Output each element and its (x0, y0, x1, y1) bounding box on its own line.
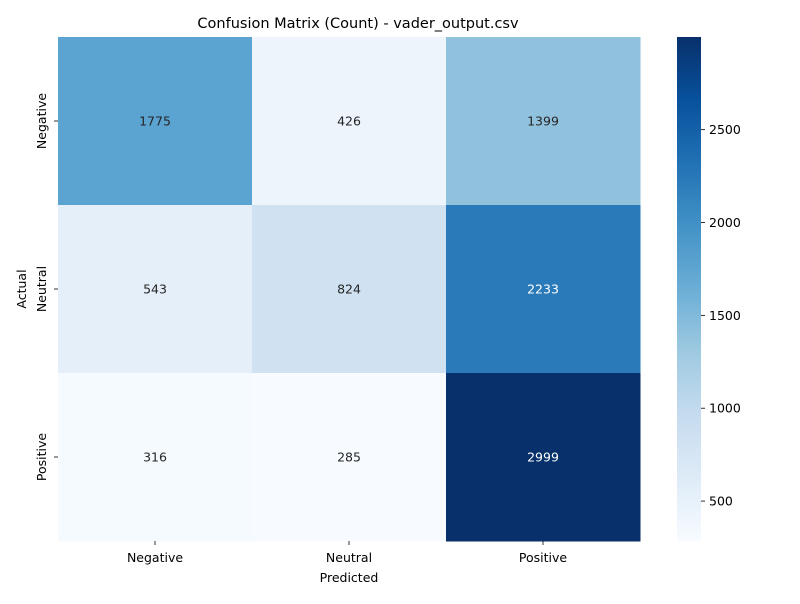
colorbar-tick-label: 2500 (709, 122, 741, 137)
heatmap-cell (58, 205, 253, 374)
x-tick-label: Neutral (326, 550, 372, 565)
cell-value-label: 543 (143, 282, 167, 297)
y-tick-label: Negative (34, 93, 49, 149)
cell-value-label: 426 (337, 114, 361, 129)
heatmap-cells (58, 37, 641, 542)
cell-value-label: 2999 (527, 450, 559, 465)
colorbar-tick-label: 2000 (709, 215, 741, 230)
x-axis: Negative Neutral Positive (127, 541, 567, 565)
heatmap-cell-labels: 1775 426 1399 543 824 2233 316 285 2999 (139, 114, 559, 465)
heatmap-cell (446, 373, 641, 542)
cell-value-label: 824 (337, 282, 361, 297)
colorbar-tick-label: 1000 (709, 401, 741, 416)
colorbar: 500 1000 1500 2000 2500 (677, 37, 741, 541)
cell-value-label: 285 (337, 450, 361, 465)
y-tick-label: Neutral (34, 266, 49, 312)
y-axis: Negative Neutral Positive (34, 93, 58, 481)
heatmap-cell (446, 205, 641, 374)
cell-value-label: 316 (143, 450, 167, 465)
heatmap-cell (252, 373, 447, 542)
cell-value-label: 1775 (139, 114, 171, 129)
y-tick-label: Positive (34, 433, 49, 481)
colorbar-tick-label: 500 (709, 494, 733, 509)
y-axis-label: Actual (14, 269, 29, 308)
x-tick-label: Negative (127, 550, 183, 565)
heatmap-cell (58, 373, 253, 542)
x-axis-label: Predicted (320, 570, 379, 585)
cell-value-label: 1399 (527, 114, 559, 129)
cell-value-label: 2233 (527, 282, 559, 297)
heatmap-cell (252, 205, 447, 374)
chart-title: Confusion Matrix (Count) - vader_output.… (197, 16, 519, 32)
heatmap-cell (252, 37, 447, 206)
colorbar-tick-label: 1500 (709, 308, 741, 323)
heatmap-cell (58, 37, 253, 206)
colorbar-gradient (677, 37, 701, 541)
heatmap-cell (446, 37, 641, 206)
x-tick-label: Positive (519, 550, 567, 565)
